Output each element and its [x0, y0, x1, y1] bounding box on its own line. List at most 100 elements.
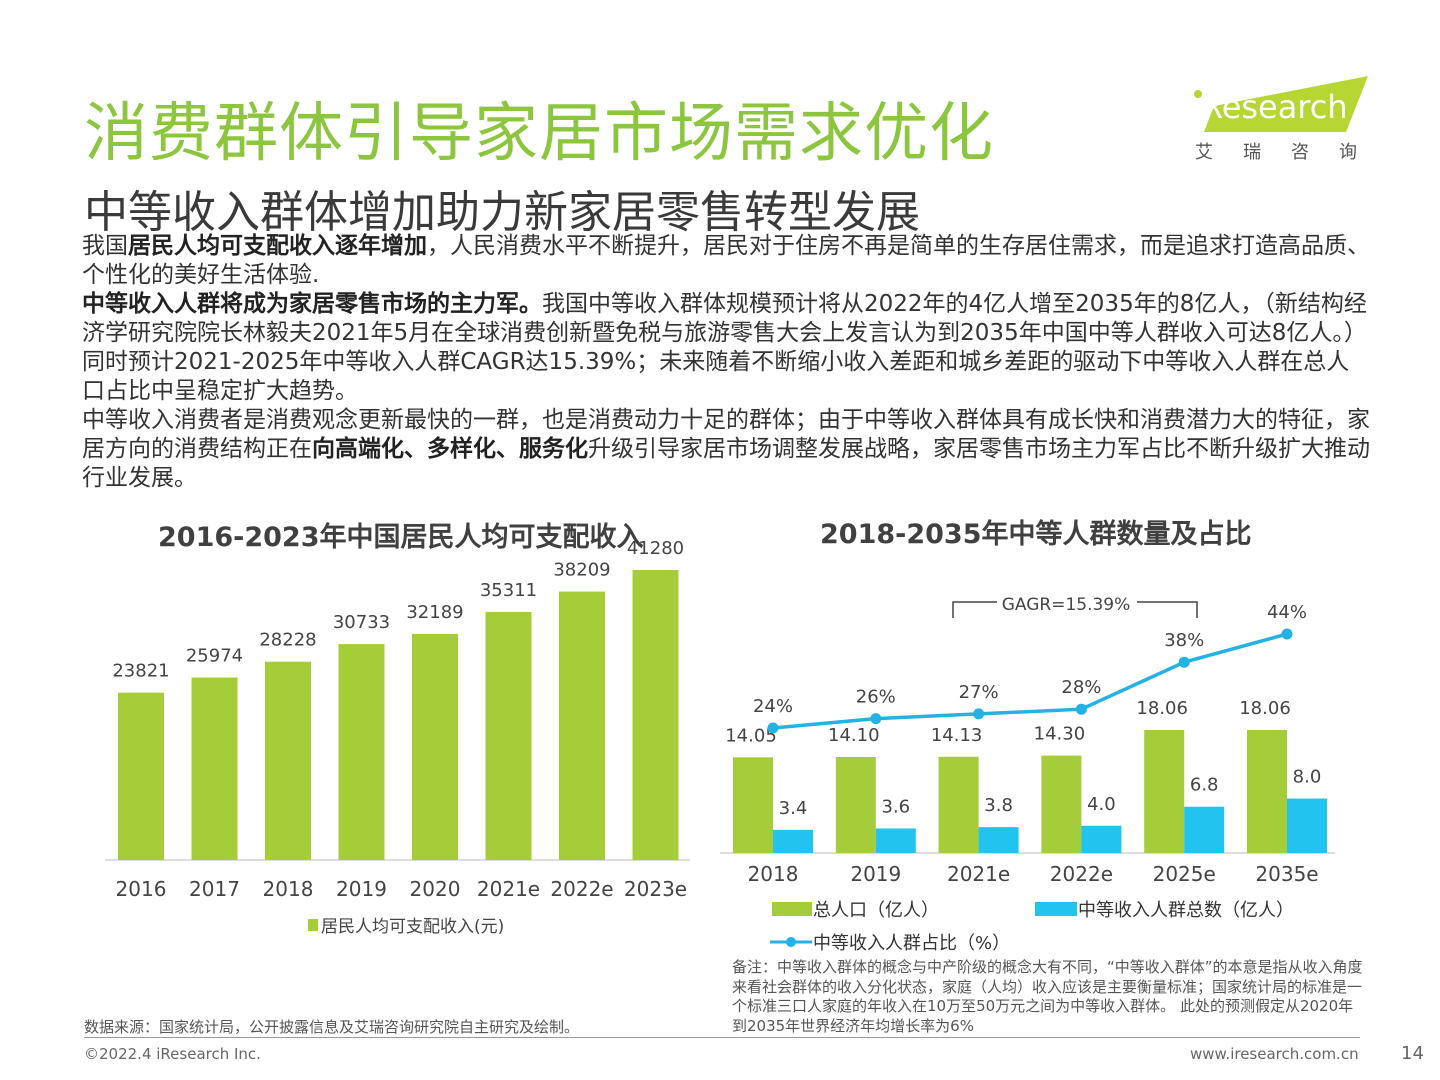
body-text: 我国居民人均可支配收入逐年增加，人民消费水平不断提升，居民对于住房不再是简单的生…	[82, 232, 1372, 493]
income-bar	[118, 692, 164, 860]
paragraph-2: 中等收入人群将成为家居零售市场的主力军。我国中等收入群体规模预计将从2022年的…	[82, 290, 1372, 406]
income-bar-chart: 23821 2016 25974 2017 28228 2018 30733 2019 3218…	[105, 540, 690, 937]
footer-divider	[84, 1037, 1360, 1038]
page-subtitle: 中等收入群体增加助力新家居零售转型发展	[84, 187, 920, 238]
middle-income-bar	[773, 829, 813, 853]
body-run: 中等收入消费者是消费观念更新最快的一群，也是消费动力十足的群体；由于中等收入群体…	[82, 407, 1370, 462]
legend-label-middle: 中等收入人群总数（亿人）	[1078, 900, 1294, 921]
share-label: 38%	[1164, 630, 1204, 651]
x-tick-label: 2020	[410, 877, 461, 901]
middle-income-bar	[1081, 825, 1122, 853]
chart-2-title: 2018-2035年中等人群数量及占比	[820, 519, 1252, 550]
x-tick-label: 2018	[748, 862, 799, 886]
total-population-bar	[733, 757, 773, 853]
legend-swatch-middle	[1035, 902, 1077, 916]
share-point	[1178, 656, 1190, 668]
middle-bar-label: 8.0	[1293, 767, 1322, 788]
total-population-bar	[1041, 755, 1082, 853]
cagr-bracket	[952, 601, 1198, 618]
page-title: 消费群体引导家居市场需求优化	[84, 97, 994, 171]
legend-swatch-total	[772, 902, 812, 916]
income-bar	[485, 611, 532, 860]
share-label: 24%	[753, 696, 793, 717]
middle-income-bar	[1184, 806, 1225, 853]
middle-bar-label: 3.6	[881, 796, 910, 817]
x-tick-label: 2019	[850, 862, 901, 886]
share-label: 28%	[1061, 677, 1101, 698]
income-bar	[559, 591, 605, 860]
body-run: ，人民消费水平不断提升，居民对于住房不再是简单的生存居住需求，而是追求打造高品质…	[82, 233, 1370, 288]
x-tick-label: 2035e	[1255, 862, 1318, 886]
legend-label-total: 总人口（亿人）	[813, 900, 939, 921]
total-bar-label: 14.30	[1034, 724, 1086, 745]
paragraph-1: 我国居民人均可支配收入逐年增加，人民消费水平不断提升，居民对于住房不再是简单的生…	[82, 232, 1372, 290]
bar-value-label: 28228	[259, 630, 316, 651]
x-tick-label: 2016	[116, 877, 167, 901]
x-tick-label: 2021e	[947, 862, 1010, 886]
share-line	[772, 632, 1288, 730]
middle-income-combo-chart: 14.05 3.4 2018 14.10 3.6 2019 14.13 3.8 2021e 14.…	[720, 595, 1335, 954]
legend-swatch	[308, 919, 318, 931]
bar-value-label: 25974	[186, 646, 243, 667]
share-label: 44%	[1267, 602, 1307, 623]
total-bar-label: 14.13	[931, 725, 983, 746]
x-tick-label: 2023e	[624, 877, 687, 901]
bar-value-label: 41280	[627, 540, 684, 559]
income-bar	[632, 570, 679, 860]
middle-income-bar	[978, 827, 1019, 853]
page-number: 14	[1401, 1043, 1424, 1064]
middle-income-bar	[1287, 798, 1327, 853]
total-bar-label: 18.06	[1239, 698, 1291, 719]
share-point	[973, 708, 985, 720]
middle-bar-label: 3.8	[984, 795, 1013, 816]
middle-income-bar	[875, 828, 916, 853]
income-bar	[191, 677, 238, 860]
middle-bar-label: 3.4	[779, 798, 808, 819]
emphasis-text: 中等收入人群将成为家居零售市场的主力军。	[82, 291, 542, 317]
total-population-bar	[1144, 730, 1185, 853]
income-bar	[265, 661, 311, 860]
chart-1-title: 2016-2023年中国居民人均可支配收入	[158, 522, 644, 553]
share-point	[767, 722, 779, 734]
body-run: 我国中等收入群体规模预计将从2022年的4亿人增至2035年的8亿人，（新结构经…	[82, 291, 1367, 404]
x-tick-label: 2022e	[550, 877, 613, 901]
bar-value-label: 30733	[333, 612, 390, 633]
legend-label-share: 中等收入人群占比（%）	[813, 933, 1010, 954]
logo-cn-text: 艾瑞咨询	[1195, 142, 1387, 163]
legend-label: 居民人均可支配收入(元)	[321, 917, 504, 937]
share-point	[1075, 703, 1087, 715]
income-bar	[412, 633, 458, 860]
emphasis-text: 居民人均可支配收入逐年增加	[128, 233, 427, 259]
total-population-bar	[1247, 730, 1287, 853]
total-bar-label: 14.05	[725, 725, 777, 746]
bar-value-label: 32189	[406, 602, 463, 623]
legend-marker-share	[786, 937, 796, 947]
bar-value-label: 38209	[553, 560, 610, 581]
website-link[interactable]: www.iresearch.com.cn	[1190, 1045, 1359, 1063]
x-tick-label: 2019	[336, 877, 387, 901]
total-population-bar	[938, 756, 979, 853]
x-tick-label: 2025e	[1153, 862, 1216, 886]
iresearch-logo: iResearch	[1192, 76, 1368, 132]
x-tick-label: 2022e	[1050, 862, 1113, 886]
x-tick-label: 2021e	[477, 877, 540, 901]
data-source: 数据来源：国家统计局，公开披露信息及艾瑞咨询研究院自主研究及绘制。	[84, 1018, 580, 1036]
share-label: 27%	[959, 682, 999, 703]
total-population-bar	[835, 756, 876, 853]
body-run: 升级引导家居市场调整发展战略，家居零售市场主力军占比不断升级扩大推动行业发展。	[82, 436, 1370, 491]
bar-value-label: 35311	[480, 580, 537, 601]
share-label: 26%	[856, 687, 896, 708]
total-bar-label: 18.06	[1136, 698, 1188, 719]
x-tick-label: 2018	[263, 877, 314, 901]
income-bar	[338, 644, 385, 860]
x-tick-label: 2017	[189, 877, 240, 901]
total-bar-label: 14.10	[828, 725, 880, 746]
middle-bar-label: 6.8	[1190, 775, 1219, 796]
chart-note: 备注：中等收入群体的概念与中产阶级的概念大有不同，“中等收入群体”的本意是指从收…	[732, 958, 1363, 1035]
logo-brand-text: iResearch	[1192, 88, 1348, 126]
share-point	[870, 713, 882, 725]
share-point	[1281, 628, 1293, 640]
middle-bar-label: 4.0	[1087, 794, 1116, 815]
bar-value-label: 23821	[112, 661, 169, 682]
body-run: 我国	[82, 233, 128, 259]
